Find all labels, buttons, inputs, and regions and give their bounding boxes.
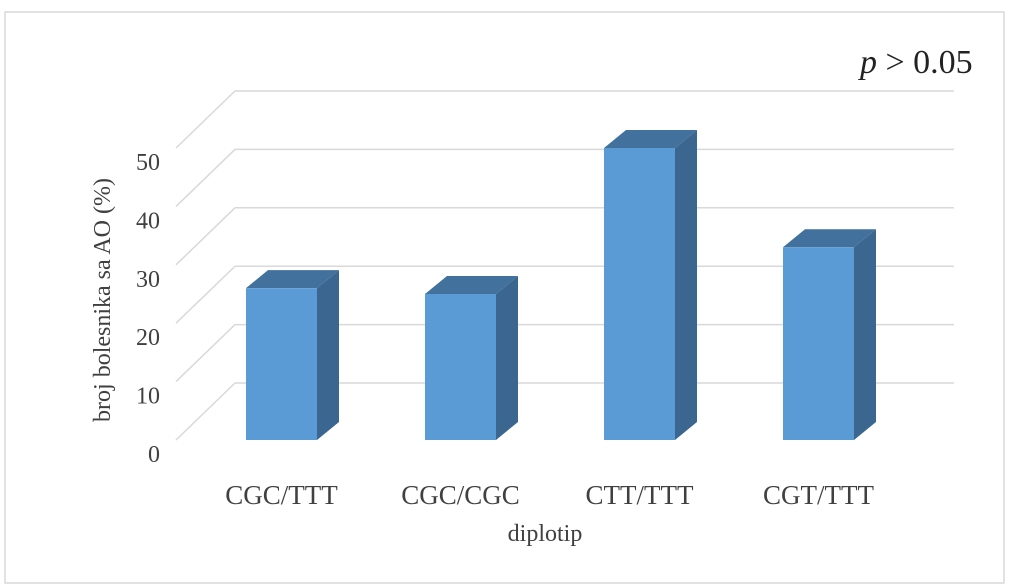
gridline	[175, 382, 954, 441]
bar-top	[425, 276, 518, 294]
y-axis-ticks: 0 10 20 30 40 50	[136, 150, 160, 468]
y-tick-label: 20	[136, 325, 160, 351]
x-axis-label: diplotip	[508, 521, 583, 547]
p-symbol: p	[858, 44, 877, 81]
p-threshold: > 0.05	[877, 44, 973, 81]
bar-top	[604, 130, 697, 148]
gridline	[175, 90, 954, 149]
y-tick-label: 30	[136, 267, 160, 293]
bar-cgt-ttt	[783, 229, 876, 440]
x-tick-label: CGT/TTT	[763, 480, 874, 510]
bar-front	[246, 288, 317, 440]
y-tick-label: 0	[148, 442, 160, 468]
bar-front	[783, 247, 854, 440]
y-axis-label: broj bolesnika sa AO (%)	[90, 178, 116, 422]
x-tick-label: CGC/TTT	[225, 480, 338, 510]
bar-cgc-ttt	[246, 270, 339, 440]
bar-side	[675, 130, 697, 440]
bar-cgc-cgc	[425, 276, 518, 440]
significance-annotation: p > 0.05	[858, 44, 973, 81]
bar-side	[317, 270, 339, 440]
x-tick-label: CGC/CGC	[401, 480, 520, 510]
bar-ctt-ttt	[604, 130, 697, 440]
gridline	[175, 207, 954, 266]
gridlines	[175, 90, 954, 441]
bars	[246, 130, 876, 440]
y-tick-label: 10	[136, 384, 160, 410]
bar-top	[783, 229, 876, 248]
bar-front	[604, 148, 675, 440]
gridline	[175, 323, 954, 383]
y-tick-label: 40	[136, 208, 160, 234]
bar-side	[496, 276, 518, 440]
y-tick-label: 50	[136, 150, 160, 176]
bar-front	[425, 294, 496, 440]
gridline	[175, 265, 954, 324]
bar-side	[854, 229, 876, 440]
x-axis-tick-labels: CGC/TTT CGC/CGC CTT/TTT CGT/TTT	[225, 480, 874, 510]
bar-top	[246, 270, 339, 289]
x-tick-label: CTT/TTT	[586, 480, 694, 510]
gridline	[175, 148, 954, 207]
